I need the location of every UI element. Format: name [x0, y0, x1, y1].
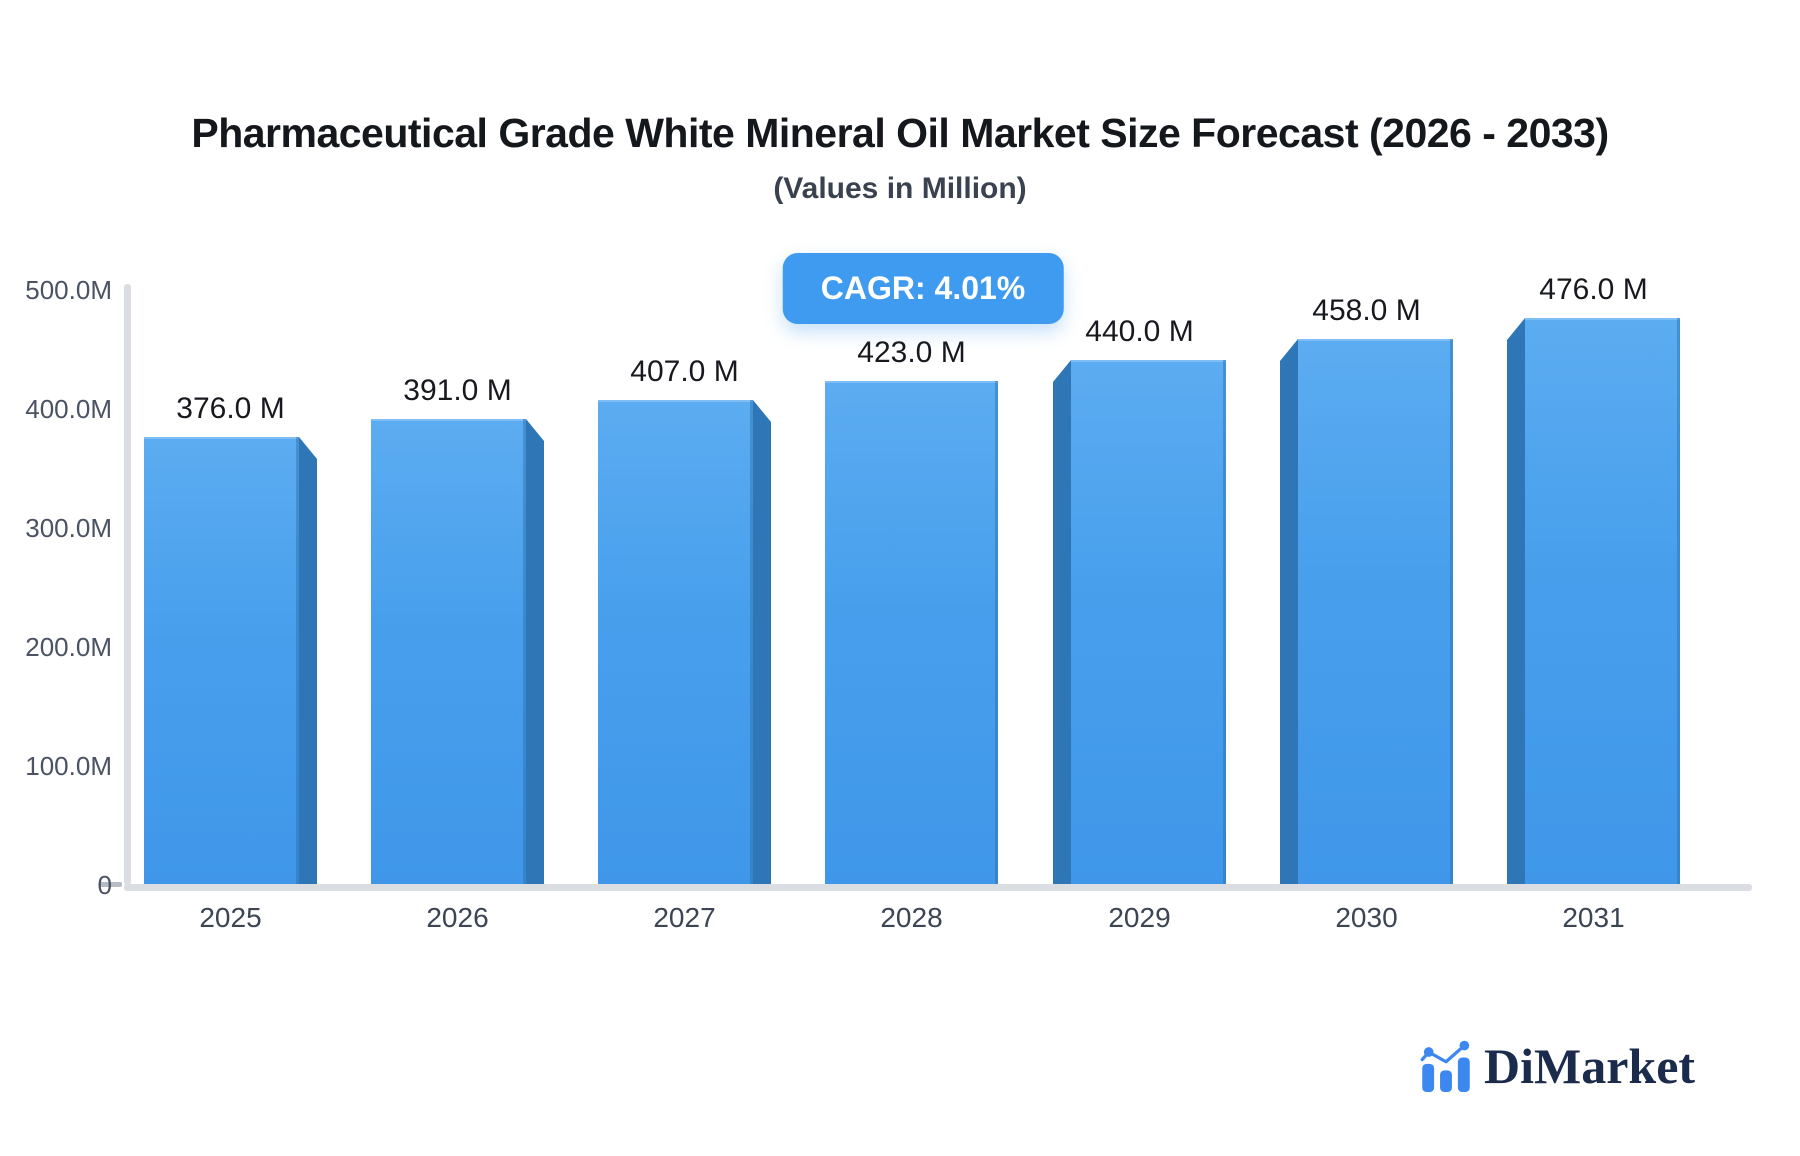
x-axis-label: 2028 [880, 902, 943, 933]
bar-shape [1507, 318, 1680, 884]
x-axis-baseline [124, 884, 1752, 891]
bar-value-label: 440.0 M [1085, 315, 1194, 348]
bar-shape [1053, 360, 1226, 884]
x-axis-label: 2027 [653, 902, 716, 933]
chart-subtitle: (Values in Million) [773, 172, 1027, 205]
brand-logo: DiMarket [1420, 1038, 1695, 1092]
x-axis-label: 2029 [1108, 902, 1171, 933]
bar-2027: 407.0 M 2027 [598, 355, 771, 933]
bar-shape [598, 400, 771, 884]
y-axis-tick-label: 400.0M [25, 394, 112, 424]
bar-2031: 476.0 M 2031 [1507, 273, 1680, 933]
bar-shape [1280, 339, 1453, 884]
bar-value-label: 376.0 M [176, 392, 285, 425]
bar-side-face [299, 437, 317, 884]
y-axis-line [124, 284, 131, 885]
bar-chart-logo-icon [1420, 1040, 1470, 1092]
bar-2026: 391.0 M 2026 [371, 374, 544, 933]
y-axis-tick-label: 0 [97, 870, 112, 900]
x-axis-label: 2031 [1562, 902, 1625, 933]
bar-side-face [1507, 318, 1525, 884]
bar-front-face [1525, 318, 1680, 884]
x-axis-label: 2026 [426, 902, 489, 933]
bar-2025: 376.0 M 2025 [144, 392, 317, 933]
bar-value-label: 391.0 M [403, 374, 512, 407]
bar-side-face [526, 419, 544, 884]
x-axis-label: 2030 [1335, 902, 1398, 933]
x-axis-label: 2025 [199, 902, 262, 933]
y-axis-tick-label: 100.0M [25, 751, 112, 781]
bar-shape [144, 437, 317, 884]
bar-value-label: 423.0 M [857, 336, 966, 369]
zero-tick-dash [99, 882, 122, 887]
bar-value-label: 476.0 M [1539, 273, 1648, 306]
bar-2030: 458.0 M 2030 [1280, 294, 1453, 933]
y-axis-tick-label: 500.0M [25, 275, 112, 305]
bar-2029: 440.0 M 2029 [1053, 315, 1226, 933]
page-title: Pharmaceutical Grade White Mineral Oil M… [191, 110, 1609, 156]
bar-front-face [371, 419, 526, 884]
y-axis-tick-label: 300.0M [25, 513, 112, 543]
bar-side-face [1053, 360, 1071, 884]
cagr-badge: CAGR: 4.01% [782, 253, 1064, 324]
bar-2028: 423.0 M 2028 [825, 336, 998, 933]
y-axis-tick-label: 200.0M [25, 632, 112, 662]
bar-shape [825, 381, 998, 884]
bar-side-face [753, 400, 771, 884]
bar-value-label: 407.0 M [630, 355, 739, 388]
logo-text: DiMarket [1484, 1038, 1696, 1094]
bar-value-label: 458.0 M [1312, 294, 1421, 327]
bar-front-face [1071, 360, 1226, 884]
bar-front-face [144, 437, 299, 884]
bar-shape [371, 419, 544, 884]
bar-front-face [1298, 339, 1453, 884]
bar-front-face [598, 400, 753, 884]
bar-front-face [825, 381, 998, 884]
bar-side-face [1280, 339, 1298, 884]
